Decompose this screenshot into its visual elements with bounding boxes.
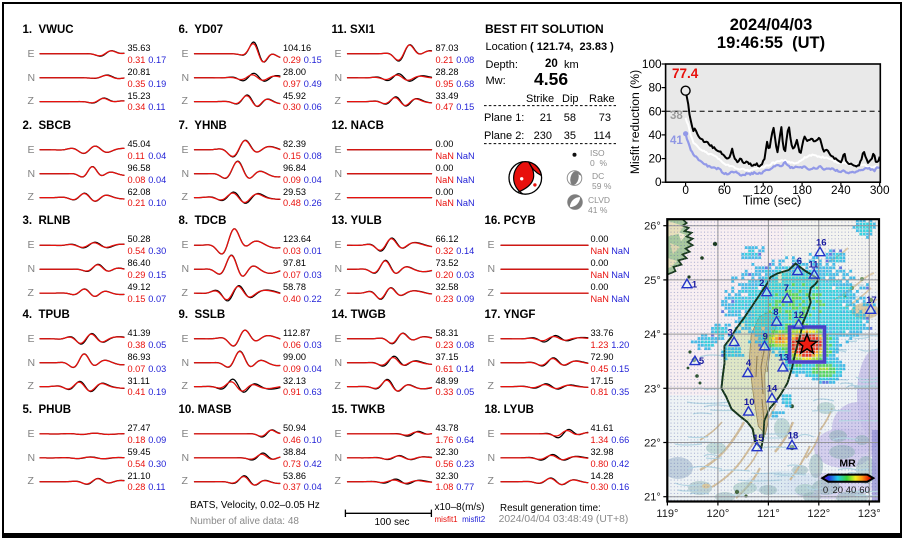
svg-text:21°: 21° [644, 492, 661, 504]
svg-text:4: 4 [746, 358, 752, 369]
svg-text:10: 10 [744, 397, 755, 408]
svg-text:20: 20 [833, 485, 844, 496]
svg-text:123°: 123° [858, 508, 881, 520]
svg-text:0: 0 [682, 183, 689, 197]
svg-text:9: 9 [763, 332, 768, 343]
svg-text:120°: 120° [707, 508, 730, 520]
svg-text:60: 60 [648, 104, 662, 118]
svg-text:121°: 121° [757, 508, 780, 520]
svg-text:0: 0 [655, 175, 662, 189]
svg-text:14: 14 [767, 384, 778, 395]
svg-text:16: 16 [816, 237, 827, 248]
svg-text:17: 17 [866, 295, 877, 306]
svg-text:122°: 122° [807, 508, 830, 520]
svg-text:25°: 25° [644, 275, 661, 287]
svg-text:6: 6 [797, 256, 802, 267]
svg-text:18: 18 [788, 431, 799, 442]
svg-text:24°: 24° [644, 329, 661, 341]
svg-text:Time (sec): Time (sec) [743, 194, 802, 208]
svg-text:20: 20 [648, 152, 662, 166]
svg-text:8: 8 [773, 307, 778, 318]
svg-text:180: 180 [792, 183, 812, 197]
svg-text:2: 2 [759, 278, 764, 289]
svg-text:119°: 119° [656, 508, 678, 520]
svg-text:120: 120 [753, 183, 773, 197]
svg-text:26°: 26° [644, 221, 661, 233]
svg-text:100: 100 [642, 57, 662, 71]
svg-text:0: 0 [823, 485, 828, 496]
svg-text:1: 1 [692, 280, 698, 291]
svg-text:12: 12 [793, 310, 804, 321]
svg-text:40: 40 [648, 128, 662, 142]
svg-text:5: 5 [699, 356, 705, 367]
svg-text:240: 240 [831, 183, 851, 197]
svg-text:MR: MR [839, 458, 856, 470]
svg-text:80: 80 [648, 81, 662, 95]
svg-text:60: 60 [718, 183, 732, 197]
svg-text:22°: 22° [644, 438, 661, 450]
svg-text:40: 40 [846, 485, 857, 496]
svg-text:3: 3 [728, 328, 733, 339]
svg-text:300: 300 [870, 183, 890, 197]
svg-text:11: 11 [808, 260, 819, 271]
svg-text:13: 13 [778, 353, 789, 364]
svg-text:23°: 23° [644, 383, 661, 395]
svg-text:15: 15 [753, 433, 764, 444]
svg-text:Misfit reduction (%): Misfit reduction (%) [628, 70, 642, 174]
svg-text:60: 60 [859, 485, 870, 496]
svg-text:7: 7 [784, 283, 789, 294]
